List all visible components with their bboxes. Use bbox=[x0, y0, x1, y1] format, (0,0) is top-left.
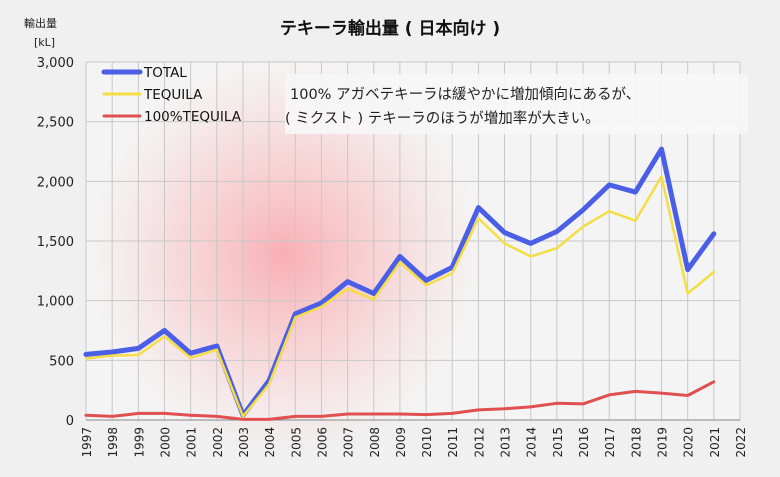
x-tick-label: 2011 bbox=[446, 427, 460, 458]
x-tick-label: 2000 bbox=[158, 427, 172, 458]
x-tick-label: 1998 bbox=[106, 427, 120, 458]
x-tick-label: 2010 bbox=[420, 427, 434, 458]
x-tick-label: 2015 bbox=[551, 427, 565, 458]
x-tick-label: 2007 bbox=[342, 427, 356, 458]
annotation-line-2: ( ミクスト ) テキーラのほうが増加率が大きい。 bbox=[285, 110, 600, 127]
y-tick-labels: 0 500 1,000 1,500 2,000 2,500 3,000 bbox=[37, 56, 74, 429]
series-line-100-tequila bbox=[84, 380, 716, 421]
series-line-total bbox=[83, 146, 717, 418]
y-tick-label: 500 bbox=[49, 354, 74, 369]
x-tick-label: 2002 bbox=[211, 427, 225, 458]
legend-label: 100%TEQUILA bbox=[144, 109, 242, 125]
y-tick-label: 2,500 bbox=[37, 116, 74, 131]
y-axis-unit: [kL] bbox=[34, 36, 55, 49]
x-tick-label: 2022 bbox=[734, 427, 748, 458]
y-tick-label: 1,500 bbox=[37, 235, 74, 250]
x-tick-label: 2014 bbox=[525, 427, 539, 458]
x-tick-labels: 1997 1998 1999 2000 2001 2002 2003 2004 2005 2006… bbox=[80, 427, 748, 458]
x-tick-label: 2008 bbox=[368, 427, 382, 458]
chart-title: テキーラ輸出量 ( 日本向け ) bbox=[280, 18, 500, 39]
y-tick-label: 3,000 bbox=[37, 56, 74, 71]
legend: TOTAL TEQUILA 100%TEQUILA bbox=[101, 65, 242, 125]
x-tick-label: 2001 bbox=[185, 427, 199, 458]
x-tick-label: 1997 bbox=[80, 427, 94, 458]
x-tick-label: 2016 bbox=[577, 427, 591, 458]
x-tick-label: 2021 bbox=[708, 427, 722, 458]
x-tick-label: 2005 bbox=[289, 427, 303, 458]
x-tick-label: 1999 bbox=[132, 427, 146, 458]
x-tick-label: 2017 bbox=[603, 427, 617, 458]
x-tick-label: 2018 bbox=[629, 427, 643, 458]
background-glow bbox=[85, 55, 485, 455]
annotation-line-1: 100% アガベテキーラは緩やかに増加傾向にあるが、 bbox=[290, 86, 640, 103]
y-tick-label: 2,000 bbox=[37, 175, 74, 190]
x-tick-label: 2009 bbox=[394, 427, 408, 458]
annotation-box bbox=[285, 74, 748, 134]
x-tick-label: 2004 bbox=[263, 427, 277, 458]
x-tick-label: 2003 bbox=[237, 427, 251, 458]
legend-label: TOTAL bbox=[143, 65, 187, 81]
y-tick-label: 0 bbox=[66, 414, 74, 429]
legend-label: TEQUILA bbox=[143, 87, 203, 103]
x-tick-label: 2020 bbox=[682, 427, 696, 458]
x-tick-label: 2013 bbox=[499, 427, 513, 458]
x-tick-label: 2019 bbox=[656, 427, 670, 458]
x-tick-label: 2012 bbox=[472, 427, 486, 458]
y-tick-label: 1,000 bbox=[37, 295, 74, 310]
series-line-tequila bbox=[84, 175, 716, 418]
x-tick-label: 2006 bbox=[315, 427, 329, 458]
y-axis-label: 輸出量 bbox=[24, 16, 57, 30]
series-lines bbox=[83, 146, 717, 421]
